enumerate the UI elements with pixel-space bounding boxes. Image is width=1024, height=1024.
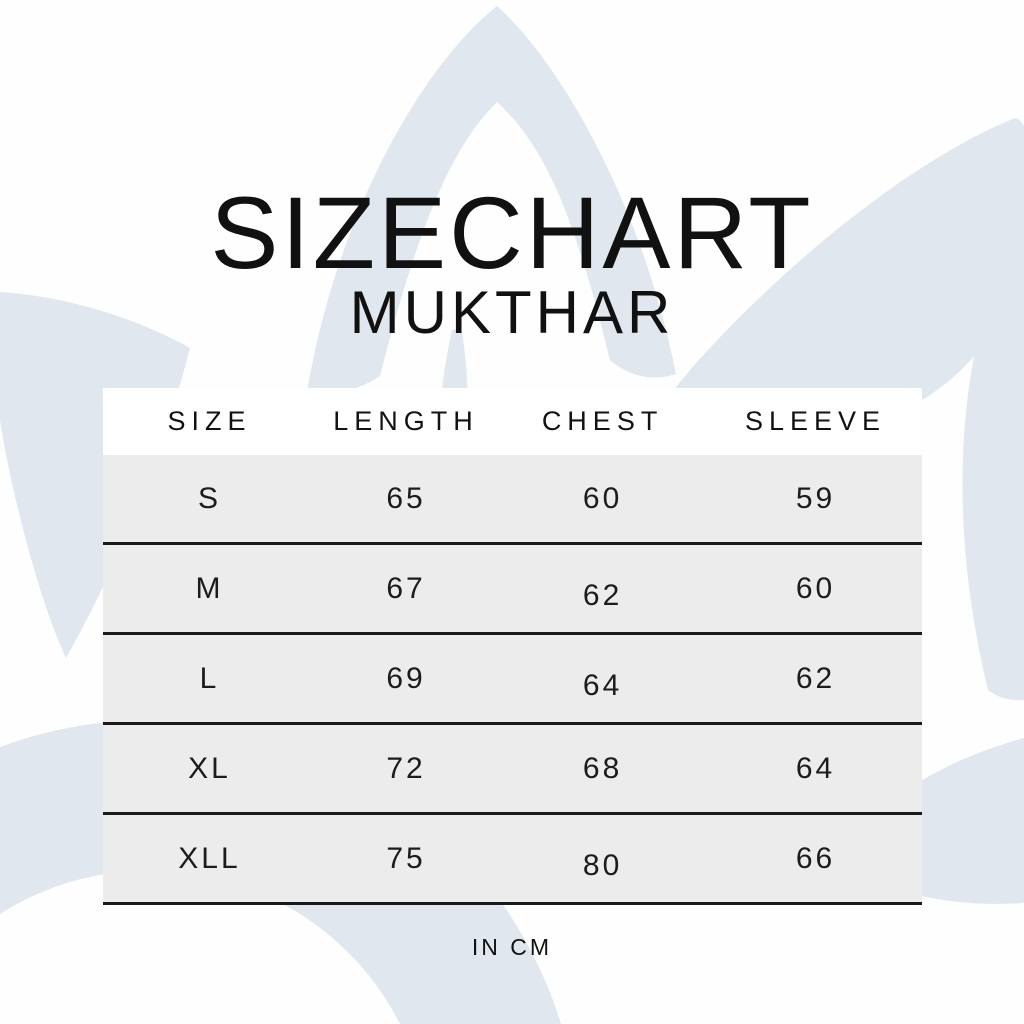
length-cell: 69 (386, 661, 426, 695)
length-cell: 75 (386, 841, 426, 875)
sleeve-cell: 60 (795, 571, 836, 605)
column-header-size: SIZE (167, 406, 252, 436)
sleeve-cell: 66 (795, 841, 836, 875)
table-row: XLL 75 80 66 (103, 815, 922, 905)
size-cell: XLL (178, 841, 241, 875)
units-note: IN CM (471, 934, 553, 960)
sleeve-cell: 59 (795, 481, 836, 515)
table-row: M 67 62 60 (103, 545, 922, 635)
page-title: SIZECHART (210, 176, 814, 290)
column-header-chest: CHEST (541, 406, 664, 436)
length-cell: 67 (386, 571, 426, 605)
chest-cell: 80 (582, 848, 623, 882)
column-header-length: LENGTH (333, 406, 479, 436)
length-cell: 72 (386, 751, 426, 785)
size-chart-table: SIZE LENGTH CHEST SLEEVE S 65 60 59 M 67… (103, 388, 922, 905)
size-cell: L (199, 661, 220, 695)
length-cell: 65 (386, 481, 426, 515)
size-cell: S (197, 481, 221, 515)
chest-cell: 68 (582, 751, 623, 785)
size-cell: XL (188, 751, 231, 785)
table-row: L 69 64 62 (103, 635, 922, 725)
chest-cell: 60 (582, 481, 623, 515)
chest-cell: 62 (582, 578, 623, 612)
table-row: XL 72 68 64 (103, 725, 922, 815)
table-row: S 65 60 59 (103, 455, 922, 545)
sleeve-cell: 62 (795, 661, 836, 695)
table-header-row: SIZE LENGTH CHEST SLEEVE (103, 388, 922, 455)
table-body: S 65 60 59 M 67 62 60 L 69 64 62 XL 72 6… (103, 455, 922, 905)
size-cell: M (195, 571, 224, 605)
sleeve-cell: 64 (795, 751, 836, 785)
column-header-sleeve: SLEEVE (744, 406, 887, 436)
page-subtitle: MUKTHAR (349, 279, 675, 346)
chest-cell: 64 (582, 668, 623, 702)
